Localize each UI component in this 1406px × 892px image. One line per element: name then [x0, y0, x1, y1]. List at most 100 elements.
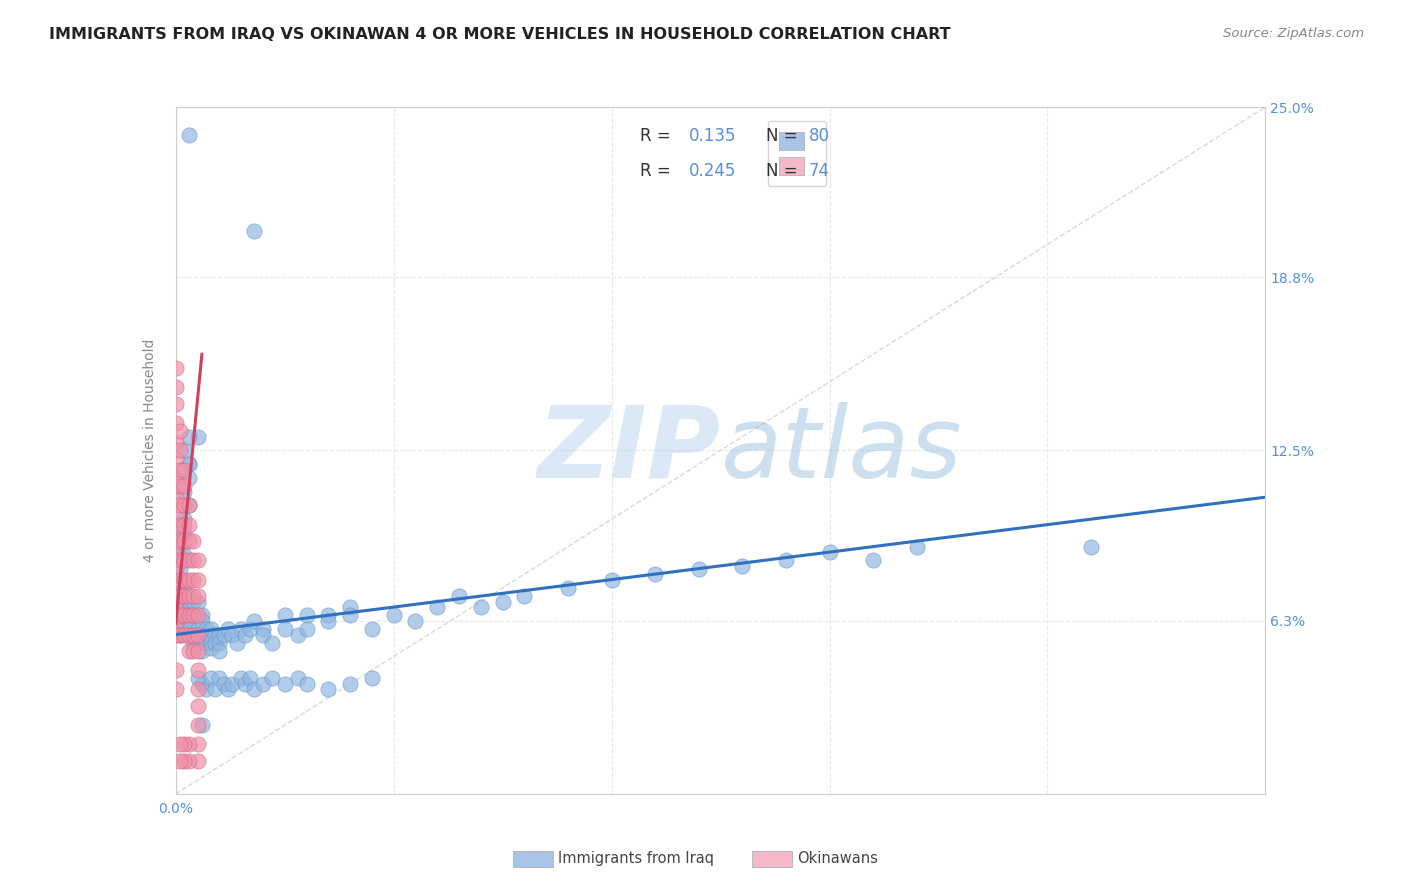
Point	[169, 553, 191, 567]
Point	[221, 627, 243, 641]
Point	[191, 608, 214, 623]
Point	[177, 600, 200, 615]
Point	[169, 608, 191, 623]
Point	[165, 600, 187, 615]
Point	[200, 641, 222, 656]
Point	[217, 682, 239, 697]
Point	[274, 677, 297, 691]
Point	[318, 608, 340, 623]
Point	[165, 545, 187, 559]
Point	[165, 627, 187, 641]
Point	[177, 622, 200, 636]
Point	[173, 581, 195, 595]
Point	[191, 718, 214, 732]
Point	[177, 738, 200, 752]
Point	[177, 471, 200, 485]
Point	[221, 677, 243, 691]
Point	[165, 416, 187, 430]
Point	[181, 627, 204, 641]
Point	[186, 627, 209, 641]
Point	[165, 682, 187, 697]
Point	[208, 672, 231, 686]
Point	[191, 614, 214, 628]
Point	[239, 672, 262, 686]
Point	[181, 594, 204, 608]
Point	[644, 567, 666, 582]
Point	[173, 614, 195, 628]
Point	[208, 636, 231, 650]
Point	[287, 627, 309, 641]
Text: R =: R =	[640, 127, 676, 145]
Point	[177, 457, 200, 471]
Point	[382, 608, 405, 623]
Point	[169, 627, 191, 641]
Text: Okinawans: Okinawans	[797, 852, 879, 866]
Text: R =: R =	[640, 162, 676, 180]
Legend: , : ,	[768, 120, 825, 186]
Point	[173, 517, 195, 532]
Point	[186, 698, 209, 713]
Point	[339, 608, 361, 623]
Point	[212, 627, 235, 641]
Point	[260, 672, 283, 686]
Point	[195, 627, 218, 641]
Point	[173, 589, 195, 603]
Point	[360, 622, 382, 636]
Point	[600, 573, 623, 587]
Point	[169, 589, 191, 603]
Point	[169, 534, 191, 549]
Point	[191, 636, 214, 650]
Point	[165, 380, 187, 394]
Point	[295, 608, 318, 623]
Point	[177, 608, 200, 623]
Text: 74: 74	[808, 162, 830, 180]
Point	[212, 677, 235, 691]
Point	[173, 627, 195, 641]
Point	[173, 553, 195, 567]
Point	[173, 622, 195, 636]
Point	[165, 471, 187, 485]
Point	[173, 608, 195, 623]
Point	[169, 561, 191, 575]
Text: 80: 80	[808, 127, 830, 145]
Point	[169, 463, 191, 477]
Point	[186, 754, 209, 768]
Point	[775, 553, 797, 567]
Point	[173, 534, 195, 549]
Point	[252, 622, 274, 636]
Point	[181, 573, 204, 587]
Point	[862, 553, 884, 567]
Point	[177, 499, 200, 513]
Point	[557, 581, 579, 595]
Point	[181, 553, 204, 567]
Point	[252, 677, 274, 691]
Point	[165, 581, 187, 595]
Point	[177, 499, 200, 513]
Point	[318, 682, 340, 697]
Point	[200, 627, 222, 641]
Point	[200, 672, 222, 686]
Point	[470, 600, 492, 615]
Point	[177, 534, 200, 549]
Point	[177, 128, 200, 142]
Point	[169, 573, 191, 587]
Point	[225, 636, 247, 650]
Point	[177, 627, 200, 641]
Point	[186, 594, 209, 608]
Point	[204, 682, 226, 697]
Point	[186, 663, 209, 677]
Point	[181, 627, 204, 641]
Point	[231, 622, 253, 636]
Point	[181, 636, 204, 650]
Text: Immigrants from Iraq: Immigrants from Iraq	[558, 852, 714, 866]
Point	[169, 754, 191, 768]
Point	[165, 490, 187, 504]
Text: Source: ZipAtlas.com: Source: ZipAtlas.com	[1223, 27, 1364, 40]
Point	[235, 677, 257, 691]
Point	[173, 589, 195, 603]
Point	[688, 561, 710, 575]
Point	[426, 600, 449, 615]
Point	[165, 616, 187, 631]
Point	[177, 754, 200, 768]
Y-axis label: 4 or more Vehicles in Household: 4 or more Vehicles in Household	[143, 339, 157, 562]
